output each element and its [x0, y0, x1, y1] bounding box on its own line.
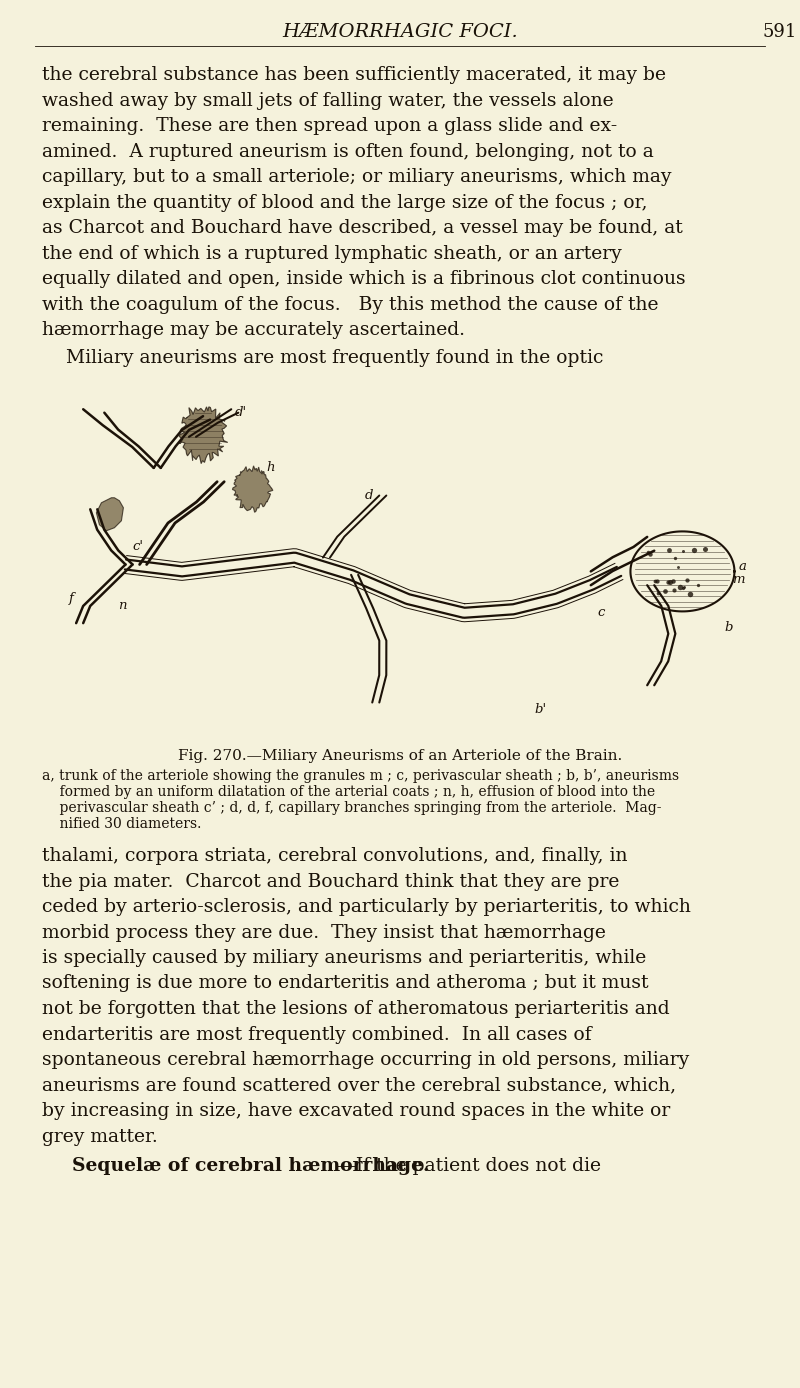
Text: h: h — [266, 461, 275, 473]
Text: d: d — [365, 489, 374, 501]
Text: remaining.  These are then spread upon a glass slide and ex-: remaining. These are then spread upon a … — [42, 117, 618, 135]
Text: not be forgotten that the lesions of atheromatous periarteritis and: not be forgotten that the lesions of ath… — [42, 999, 670, 1017]
Text: ceded by arterio-sclerosis, and particularly by periarteritis, to which: ceded by arterio-sclerosis, and particul… — [42, 898, 691, 916]
Text: m: m — [733, 573, 745, 586]
Text: Sequelæ of cerebral hæmorrhage.: Sequelæ of cerebral hæmorrhage. — [72, 1158, 430, 1176]
Text: endarteritis are most frequently combined.  In all cases of: endarteritis are most frequently combine… — [42, 1026, 592, 1044]
Text: Fig. 270.—Miliary Aneurisms of an Arteriole of the Brain.: Fig. 270.—Miliary Aneurisms of an Arteri… — [178, 750, 622, 763]
Text: HÆMORRHAGIC FOCI.: HÆMORRHAGIC FOCI. — [282, 24, 518, 42]
Text: a: a — [738, 559, 746, 573]
Text: c: c — [598, 607, 606, 619]
Text: c': c' — [133, 540, 143, 554]
Text: nified 30 diameters.: nified 30 diameters. — [42, 818, 202, 831]
Text: b: b — [725, 622, 733, 634]
Text: formed by an uniform dilatation of the arterial coats ; n, h, effusion of blood : formed by an uniform dilatation of the a… — [42, 786, 655, 799]
Text: with the coagulum of the focus.   By this method the cause of the: with the coagulum of the focus. By this … — [42, 296, 658, 314]
Text: b': b' — [534, 702, 546, 715]
Text: explain the quantity of blood and the large size of the focus ; or,: explain the quantity of blood and the la… — [42, 193, 647, 211]
Text: perivascular sheath c’ ; d, d, f, capillary branches springing from the arteriol: perivascular sheath c’ ; d, d, f, capill… — [42, 801, 662, 815]
Text: 591: 591 — [762, 24, 796, 42]
Polygon shape — [177, 404, 228, 462]
Text: spontaneous cerebral hæmorrhage occurring in old persons, miliary: spontaneous cerebral hæmorrhage occurrin… — [42, 1051, 690, 1069]
Text: capillary, but to a small arteriole; or miliary aneurisms, which may: capillary, but to a small arteriole; or … — [42, 168, 671, 186]
Text: d': d' — [234, 405, 247, 419]
Text: aneurisms are found scattered over the cerebral substance, which,: aneurisms are found scattered over the c… — [42, 1077, 676, 1095]
Text: hæmorrhage may be accurately ascertained.: hæmorrhage may be accurately ascertained… — [42, 321, 465, 339]
Text: n: n — [118, 600, 127, 612]
Text: —If the patient does not die: —If the patient does not die — [337, 1158, 601, 1176]
Text: a, trunk of the arteriole showing the granules m ; c, perivascular sheath ; b, b: a, trunk of the arteriole showing the gr… — [42, 769, 679, 783]
Text: as Charcot and Bouchard have described, a vessel may be found, at: as Charcot and Bouchard have described, … — [42, 219, 682, 237]
Text: the cerebral substance has been sufficiently macerated, it may be: the cerebral substance has been sufficie… — [42, 67, 666, 85]
Text: morbid process they are due.  They insist that hæmorrhage: morbid process they are due. They insist… — [42, 923, 606, 941]
Polygon shape — [234, 465, 272, 512]
Text: amined.  A ruptured aneurism is often found, belonging, not to a: amined. A ruptured aneurism is often fou… — [42, 143, 654, 161]
Polygon shape — [97, 498, 123, 530]
Text: equally dilated and open, inside which is a fibrinous clot continuous: equally dilated and open, inside which i… — [42, 271, 686, 287]
Text: by increasing in size, have excavated round spaces in the white or: by increasing in size, have excavated ro… — [42, 1102, 670, 1120]
Text: grey matter.: grey matter. — [42, 1127, 158, 1145]
Text: washed away by small jets of falling water, the vessels alone: washed away by small jets of falling wat… — [42, 92, 614, 110]
Text: is specially caused by miliary aneurisms and periarteritis, while: is specially caused by miliary aneurisms… — [42, 949, 646, 967]
Text: f: f — [69, 593, 74, 605]
Text: the end of which is a ruptured lymphatic sheath, or an artery: the end of which is a ruptured lymphatic… — [42, 244, 622, 262]
Text: softening is due more to endarteritis and atheroma ; but it must: softening is due more to endarteritis an… — [42, 974, 649, 992]
Text: thalami, corpora striata, cerebral convolutions, and, finally, in: thalami, corpora striata, cerebral convo… — [42, 847, 627, 865]
Text: the pia mater.  Charcot and Bouchard think that they are pre: the pia mater. Charcot and Bouchard thin… — [42, 873, 619, 891]
Text: Miliary aneurisms are most frequently found in the optic: Miliary aneurisms are most frequently fo… — [42, 348, 603, 366]
